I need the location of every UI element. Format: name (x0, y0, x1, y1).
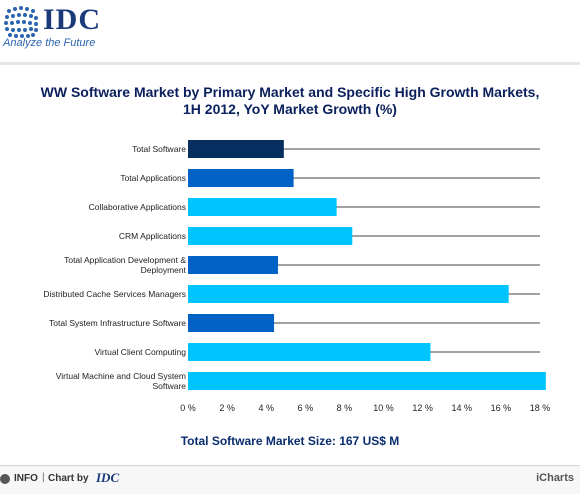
bar (188, 314, 275, 332)
x-tick-label: 8 % (337, 403, 353, 413)
footer-separator: | (42, 472, 45, 483)
footer-bar: INFO | Chart by IDC iCharts (0, 465, 580, 494)
category-label: Total System Infrastructure Software (49, 318, 186, 328)
category-label: Total Application Development & Deploymen… (64, 255, 187, 275)
idc-globe-icon (4, 6, 38, 38)
category-label: CRM Applications (119, 231, 186, 241)
x-tick-label: 18 % (530, 403, 551, 413)
chart-by-idc-logo[interactable]: IDC (96, 470, 120, 485)
x-tick-label: 6 % (298, 403, 314, 413)
icharts-brand-link[interactable]: iCharts (536, 472, 574, 484)
bar (188, 256, 278, 274)
x-tick-label: 12 % (412, 403, 433, 413)
header-divider (0, 62, 580, 65)
info-icon (0, 473, 10, 484)
category-label: Total Software (132, 144, 186, 154)
logo-tagline: Analyze the Future (3, 37, 96, 49)
bar-chart: Total Software Total Applications Collabor… (43, 140, 551, 413)
x-tick-label: 2 % (219, 403, 235, 413)
x-tick-label: 10 % (373, 403, 394, 413)
category-label: Distributed Cache Services Managers (43, 289, 186, 299)
bar (188, 140, 284, 158)
x-tick-label: 0 % (180, 403, 196, 413)
x-tick-label: 4 % (258, 403, 274, 413)
chart-title: WW Software Market by Primary Market and… (40, 84, 540, 117)
category-label: Total Applications (120, 173, 186, 183)
info-button[interactable]: INFO (0, 473, 38, 484)
bar (188, 372, 546, 390)
bar (188, 198, 337, 216)
category-label: Virtual Machine and Cloud System Software (56, 371, 187, 391)
x-tick-label: 14 % (452, 403, 473, 413)
bar (188, 169, 294, 187)
idc-logo-text: IDC (43, 3, 102, 36)
category-label: Virtual Client Computing (95, 347, 187, 357)
market-size-footnote: Total Software Market Size: 167 US$ M (180, 434, 400, 448)
bar (188, 343, 431, 361)
x-tick-label: 16 % (491, 403, 512, 413)
bar (188, 285, 509, 303)
info-label: INFO (14, 473, 38, 484)
header: IDC Analyze the Future (0, 0, 580, 62)
category-label: Collaborative Applications (89, 202, 186, 212)
chart-by-label: Chart by (48, 473, 89, 484)
bar (188, 227, 353, 245)
